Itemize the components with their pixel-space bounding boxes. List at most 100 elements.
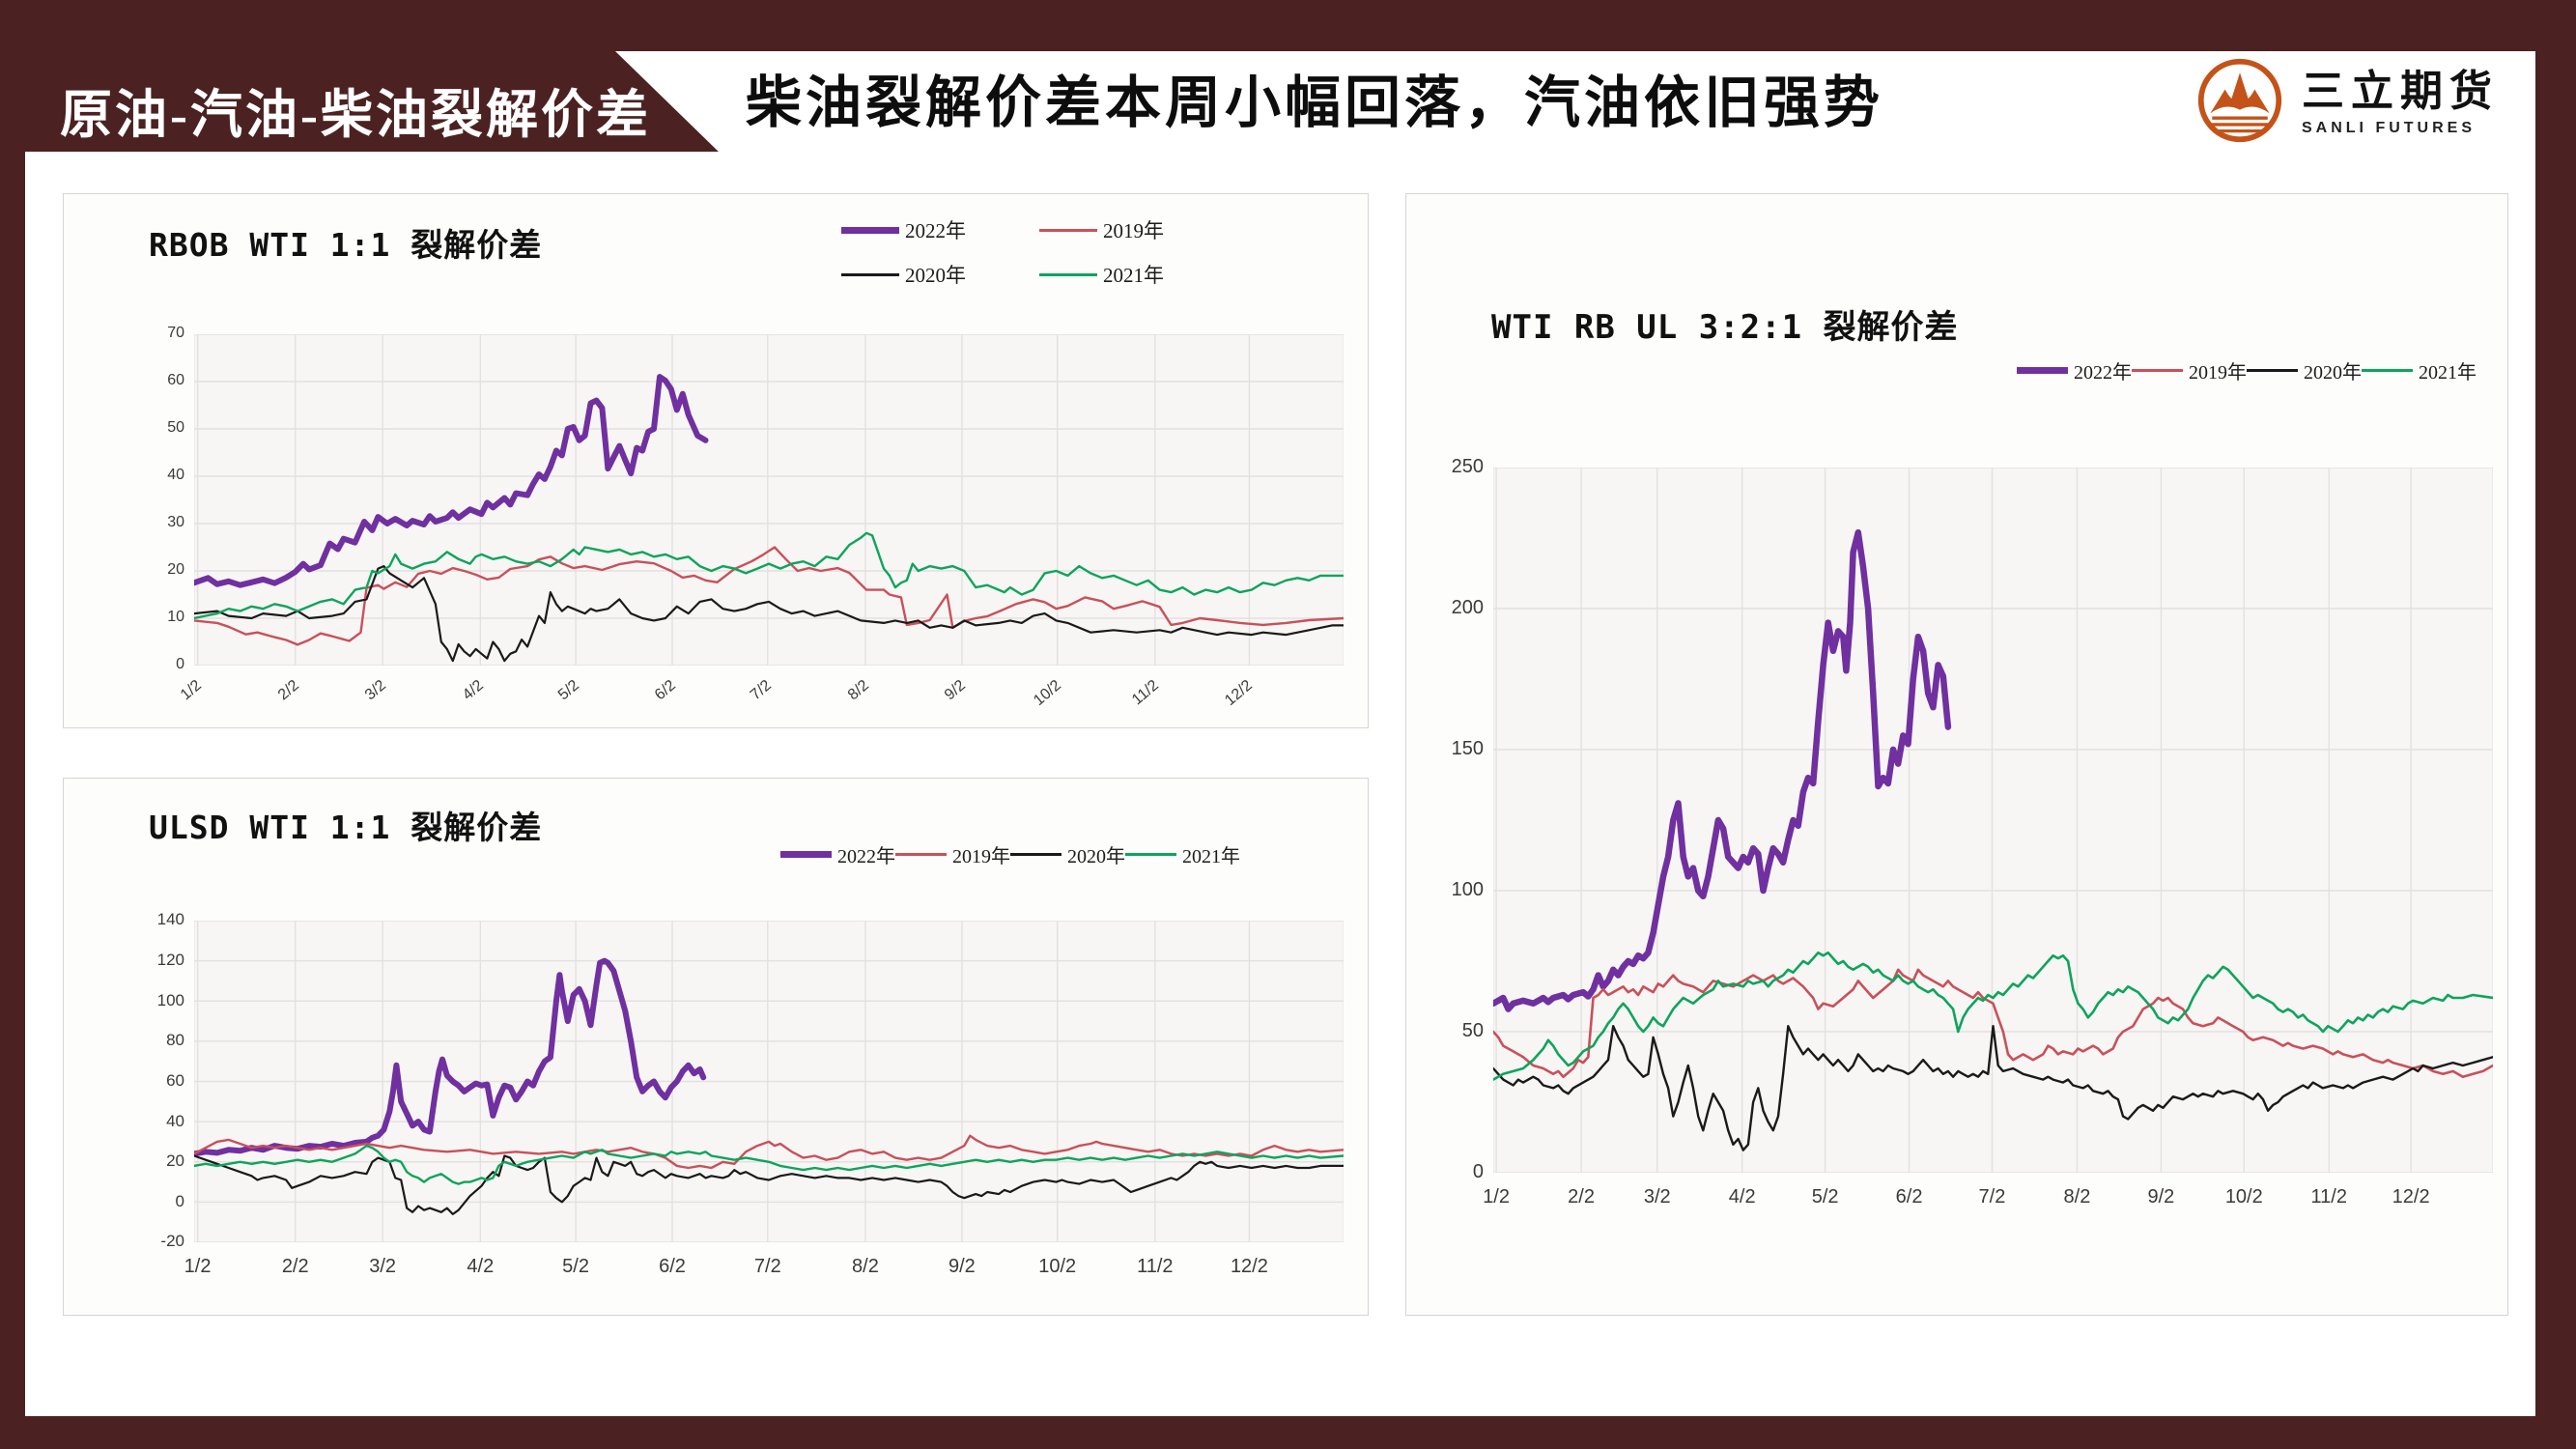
- y-axis-label: 0: [1472, 1160, 1484, 1182]
- series-line-2022年: [1493, 528, 1952, 1012]
- y-axis-label: 80: [166, 1031, 184, 1050]
- y-axis-label: -20: [160, 1232, 184, 1251]
- x-axis-label: 8/2: [844, 677, 872, 704]
- legend-item-2022年: 2022年: [780, 840, 895, 868]
- legend-line-swatch: [1125, 853, 1176, 856]
- x-axis-label: 10/2: [2224, 1186, 2263, 1208]
- y-axis-label: 10: [167, 609, 184, 626]
- header-ribbon: 柴油裂解价差本周小幅回落，汽油依旧强势 三立期货 SANLI FUTURES: [615, 51, 2535, 155]
- legend-item-2022年: 2022年: [2017, 356, 2132, 384]
- legend-item-2019年: 2019年: [895, 840, 1010, 868]
- x-axis-label: 12/2: [1230, 1256, 1268, 1277]
- legend-line-swatch: [841, 272, 899, 276]
- logo-name-cn: 三立期货: [2302, 68, 2499, 116]
- legend-line-swatch: [841, 226, 899, 234]
- x-axis-label: 1/2: [177, 677, 205, 704]
- series-line-2021年: [194, 1144, 1344, 1185]
- x-axis-label: 7/2: [1978, 1186, 2006, 1208]
- legend-label: 2022年: [905, 219, 966, 242]
- chart-legend: 2022年 2019年 2020年 2021年: [841, 215, 1237, 289]
- y-axis-label: 40: [166, 1111, 184, 1130]
- legend-label: 2020年: [1067, 846, 1125, 867]
- x-axis-label: 2/2: [274, 677, 302, 704]
- chart-title: WTI RB UL 3:2:1 裂解价差: [1491, 308, 1959, 347]
- legend-item-2020年: 2020年: [2247, 356, 2362, 384]
- y-axis-label: 0: [176, 656, 184, 673]
- chart-panel-ulsd-wti: ULSD WTI 1:1 裂解价差 2022年 2019年 2020年 2021年 1…: [63, 778, 1369, 1316]
- legend-line-swatch: [2132, 369, 2183, 372]
- series-line-2019年: [194, 1134, 1344, 1170]
- series-line-2022年: [194, 957, 707, 1157]
- series-line-2021年: [194, 531, 1344, 620]
- x-axis-label: 6/2: [1895, 1186, 1923, 1208]
- chart-title: RBOB WTI 1:1 裂解价差: [149, 226, 543, 264]
- x-axis-label: 1/2: [1483, 1186, 1510, 1208]
- x-axis-label: 3/2: [1643, 1186, 1671, 1208]
- page-title: 柴油裂解价差本周小幅回落，汽油依旧强势: [746, 71, 1884, 134]
- legend-line-swatch: [2247, 369, 2298, 372]
- legend-item-2020年: 2020年: [841, 260, 1039, 289]
- chart-panel-rbob-wti: RBOB WTI 1:1 裂解价差 2022年 2019年 2020年 2021年 7…: [63, 193, 1369, 728]
- y-axis-label: 150: [1451, 737, 1484, 759]
- x-axis-label: 9/2: [948, 1256, 976, 1277]
- company-logo: 三立期货 SANLI FUTURES: [2195, 56, 2499, 150]
- plot-area: [194, 921, 1344, 1242]
- y-axis-label: 40: [167, 467, 184, 484]
- legend-line-swatch: [780, 851, 832, 858]
- y-axis-label: 60: [167, 372, 184, 389]
- x-axis-label: 6/2: [651, 677, 679, 704]
- series-line-2020年: [1493, 1025, 2493, 1151]
- x-axis-label: 12/2: [2392, 1186, 2430, 1208]
- y-axis-label: 20: [167, 561, 184, 579]
- y-axis-label: 0: [175, 1191, 184, 1210]
- x-axis-label: 4/2: [1728, 1186, 1756, 1208]
- legend-item-2021年: 2021年: [2362, 356, 2477, 384]
- y-axis-label: 100: [1451, 878, 1484, 900]
- series-line-2021年: [1493, 951, 2493, 1081]
- x-axis-label: 5/2: [555, 677, 583, 704]
- logo-text: 三立期货 SANLI FUTURES: [2302, 68, 2499, 136]
- x-axis-label: 1/2: [184, 1256, 212, 1277]
- legend-label: 2021年: [1182, 846, 1240, 867]
- chart-title: ULSD WTI 1:1 裂解价差: [149, 809, 543, 846]
- chart-legend: 2022年 2019年 2020年 2021年: [2017, 356, 2477, 384]
- legend-label: 2019年: [1103, 219, 1164, 242]
- x-axis-label: 3/2: [369, 1256, 397, 1277]
- y-axis-label: 20: [166, 1151, 184, 1171]
- legend-label: 2021年: [2419, 362, 2477, 384]
- y-axis-label: 140: [156, 910, 184, 929]
- legend-item-2019年: 2019年: [2132, 356, 2247, 384]
- logo-name-en: SANLI FUTURES: [2302, 119, 2476, 136]
- legend-line-swatch: [2017, 367, 2068, 374]
- plot-area: [1493, 468, 2493, 1173]
- y-axis-label: 30: [167, 514, 184, 531]
- x-axis-label: 11/2: [2310, 1186, 2347, 1208]
- legend-item-2021年: 2021年: [1039, 260, 1237, 289]
- x-axis-label: 7/2: [753, 1256, 781, 1277]
- x-axis-label: 5/2: [1811, 1186, 1839, 1208]
- x-axis-label: 7/2: [747, 677, 775, 704]
- x-axis-label: 4/2: [467, 1256, 495, 1277]
- series-line-2020年: [194, 1154, 1344, 1215]
- x-axis-label: 3/2: [362, 677, 390, 704]
- legend-line-swatch: [1039, 228, 1097, 232]
- x-axis-label: 11/2: [1137, 1256, 1174, 1277]
- series-line-2020年: [194, 565, 1344, 663]
- legend-label: 2021年: [1103, 264, 1164, 287]
- y-axis-label: 50: [1461, 1019, 1484, 1041]
- x-axis-label: 9/2: [2147, 1186, 2175, 1208]
- content-area: RBOB WTI 1:1 裂解价差 2022年 2019年 2020年 2021年 7…: [25, 152, 2535, 1416]
- x-axis-label: 11/2: [1128, 677, 1162, 709]
- x-axis-label: 10/2: [1030, 677, 1064, 710]
- chart-panel-wti-rb-ul-321: WTI RB UL 3:2:1 裂解价差 2022年 2019年 2020年 2021…: [1405, 193, 2508, 1316]
- mountain-logo-icon: [2195, 56, 2284, 150]
- legend-label: 2019年: [952, 846, 1010, 867]
- y-axis-label: 200: [1451, 596, 1484, 618]
- series-line-2019年: [1493, 968, 2493, 1079]
- x-axis-label: 6/2: [659, 1256, 686, 1277]
- legend-label: 2020年: [2304, 362, 2362, 384]
- x-axis-label: 2/2: [281, 1256, 309, 1277]
- section-label: 原油-汽油-柴油裂解价差: [60, 86, 651, 144]
- y-axis-label: 50: [167, 419, 184, 437]
